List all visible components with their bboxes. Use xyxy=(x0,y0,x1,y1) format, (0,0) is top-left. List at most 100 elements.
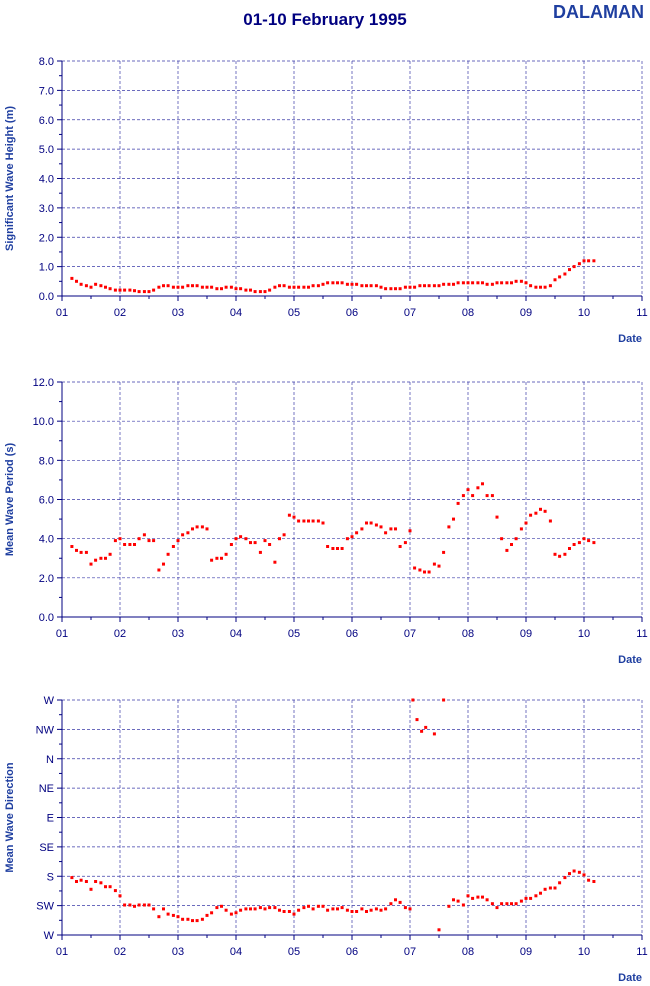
data-point xyxy=(345,908,349,912)
data-point xyxy=(485,494,489,498)
data-point xyxy=(200,525,204,529)
data-point xyxy=(94,282,98,286)
data-point xyxy=(466,281,470,285)
data-point xyxy=(84,880,88,883)
data-point xyxy=(89,887,93,891)
data-point xyxy=(558,554,562,558)
data-point xyxy=(195,525,199,529)
data-point xyxy=(572,869,576,873)
data-point xyxy=(345,282,349,286)
data-point xyxy=(587,539,591,543)
data-point xyxy=(331,907,335,911)
data-point xyxy=(191,284,194,288)
x-tick-label: 05 xyxy=(288,946,300,958)
data-point xyxy=(365,910,368,913)
data-point xyxy=(249,541,252,545)
data-point xyxy=(447,282,451,286)
data-point xyxy=(292,285,296,289)
data-point xyxy=(563,552,567,556)
y-tick-label: 8.0 xyxy=(39,455,54,467)
data-point xyxy=(249,907,252,911)
data-point xyxy=(529,513,533,517)
data-point xyxy=(461,903,465,907)
data-point xyxy=(577,870,581,874)
data-point xyxy=(108,552,112,556)
y-tick-label: 10.0 xyxy=(33,416,54,428)
data-point xyxy=(268,288,272,292)
data-point xyxy=(307,519,310,523)
y-axis-label: Significant Wave Height (m) xyxy=(4,106,16,251)
data-point xyxy=(118,894,122,898)
data-point xyxy=(379,525,383,529)
data-point xyxy=(418,568,422,572)
data-point xyxy=(229,912,233,916)
data-point xyxy=(215,556,219,560)
data-point xyxy=(427,570,431,574)
data-point xyxy=(495,906,499,910)
data-point xyxy=(529,896,533,900)
data-point xyxy=(534,511,538,515)
data-point xyxy=(548,519,552,523)
data-point xyxy=(297,519,301,523)
data-point xyxy=(403,285,407,289)
data-point xyxy=(514,902,518,906)
x-tick-label: 06 xyxy=(346,946,358,958)
data-point xyxy=(369,284,373,288)
data-point xyxy=(592,259,596,263)
data-point xyxy=(200,285,204,289)
data-point xyxy=(104,885,107,889)
data-point xyxy=(195,284,199,288)
y-tick-label: 8.0 xyxy=(39,56,54,68)
chart-title: 01-10 February 1995 xyxy=(243,10,407,29)
data-point xyxy=(70,276,74,280)
data-point xyxy=(210,911,214,915)
y-axis-label: Mean Wave Period (s) xyxy=(4,443,16,557)
data-point xyxy=(432,562,436,566)
x-tick-label: 07 xyxy=(404,307,416,319)
data-point xyxy=(123,288,127,292)
x-tick-label: 05 xyxy=(288,628,300,640)
data-point xyxy=(442,282,446,286)
data-point xyxy=(423,570,426,574)
data-point xyxy=(326,281,330,285)
data-point xyxy=(118,288,122,292)
y-tick-label: 0.0 xyxy=(39,291,54,303)
data-point xyxy=(224,908,228,912)
x-tick-label: 08 xyxy=(462,946,474,958)
data-point xyxy=(162,562,165,566)
data-point xyxy=(302,285,306,289)
data-point xyxy=(224,552,228,556)
data-point xyxy=(394,287,397,291)
data-point xyxy=(452,517,455,521)
x-tick-label: 05 xyxy=(288,307,300,319)
data-point xyxy=(278,284,281,288)
data-point xyxy=(360,907,364,911)
x-tick-label: 11 xyxy=(636,307,647,319)
data-point xyxy=(336,281,339,285)
data-point xyxy=(181,917,185,921)
data-point xyxy=(239,908,243,912)
data-point xyxy=(205,913,209,917)
data-point xyxy=(592,880,596,883)
data-point xyxy=(128,543,132,546)
data-point xyxy=(408,529,412,533)
data-point xyxy=(215,287,219,291)
data-point xyxy=(442,550,446,554)
data-point xyxy=(577,262,581,266)
data-point xyxy=(224,285,228,289)
data-point xyxy=(490,494,494,498)
x-tick-label: 11 xyxy=(636,946,647,958)
y-tick-label: 6.0 xyxy=(39,115,54,127)
data-point xyxy=(355,910,359,913)
data-point xyxy=(558,881,562,885)
data-point xyxy=(278,908,281,912)
data-point xyxy=(311,907,315,911)
data-point xyxy=(563,876,567,880)
data-point xyxy=(79,550,83,554)
data-point xyxy=(336,907,339,911)
data-point xyxy=(152,539,156,543)
data-point xyxy=(582,873,586,877)
data-point xyxy=(326,908,330,912)
data-point xyxy=(384,531,388,535)
y-tick-label: SW xyxy=(36,901,54,913)
